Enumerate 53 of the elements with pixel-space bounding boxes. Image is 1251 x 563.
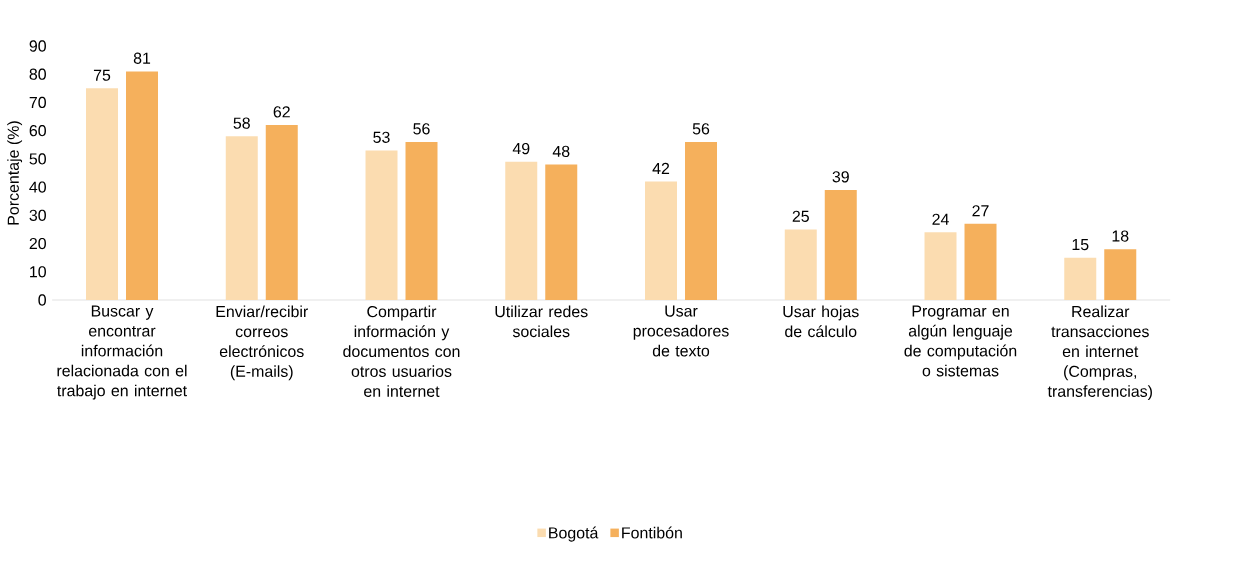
- x-tick-label: Usar procesadores de texto: [633, 305, 729, 357]
- bar: [824, 189, 857, 300]
- y-tick-label: 40: [29, 181, 46, 193]
- bar: [1064, 257, 1097, 300]
- x-tick-label: Usar hojas de cálculo: [783, 305, 859, 338]
- bar: [1104, 249, 1137, 300]
- bar: [645, 181, 678, 300]
- y-tick-label: 10: [30, 266, 46, 278]
- data-label: 39: [832, 171, 849, 183]
- x-tick-label: Enviar/recibir correos electrónicos (E-mails): [216, 305, 308, 381]
- bar: [405, 141, 438, 300]
- data-label: 56: [413, 123, 430, 135]
- y-tick-label: 70: [29, 96, 46, 109]
- data-label: 53: [373, 131, 390, 143]
- y-tick-label: 20: [29, 237, 46, 250]
- legend-label: Bogotá: [549, 526, 599, 542]
- bar: [924, 232, 957, 300]
- legend-label: Fontibón: [622, 526, 682, 539]
- x-tick-label: Compartir información y documentos con otros usuarios en internet: [343, 305, 460, 397]
- bar: [265, 125, 298, 300]
- y-tick-label: 90: [29, 40, 46, 52]
- bar: [365, 150, 398, 300]
- data-label: 42: [652, 162, 670, 174]
- data-label: 58: [233, 117, 250, 129]
- data-label: 15: [1072, 239, 1089, 251]
- data-label: 56: [692, 123, 710, 135]
- data-label: 27: [972, 205, 989, 217]
- x-tick-label: Programar en algún lenguaje de computación o sistemas: [904, 305, 1017, 377]
- bar: [126, 71, 158, 300]
- y-tick-label: 80: [29, 68, 46, 80]
- data-label: 62: [273, 106, 290, 118]
- bar: [545, 164, 578, 300]
- x-tick-label: Realizar transacciones en internet (Compras, transferencias): [1047, 305, 1152, 401]
- y-axis-title: Porcentaje (%): [7, 121, 23, 225]
- bar: [685, 141, 718, 300]
- bar: [225, 136, 258, 300]
- x-tick-label: Buscar y encontrar información relacionada con el trabajo en internet: [57, 305, 187, 400]
- data-label: 24: [932, 213, 949, 225]
- data-label: 25: [792, 210, 809, 222]
- y-tick-label: 0: [38, 294, 46, 306]
- bar: [784, 229, 817, 300]
- data-label: 18: [1112, 230, 1129, 242]
- data-label: 49: [512, 142, 530, 155]
- y-tick-label: 50: [29, 153, 46, 165]
- data-label: 75: [93, 69, 111, 81]
- x-tick-label: Utilizar redes sociales: [495, 305, 588, 338]
- bar: [505, 161, 538, 300]
- y-tick-label: 30: [29, 209, 46, 221]
- bar: [964, 223, 997, 300]
- bar: [86, 88, 118, 300]
- data-label: 81: [133, 52, 151, 64]
- data-label: 48: [552, 145, 570, 158]
- y-tick-label: 60: [29, 125, 46, 137]
